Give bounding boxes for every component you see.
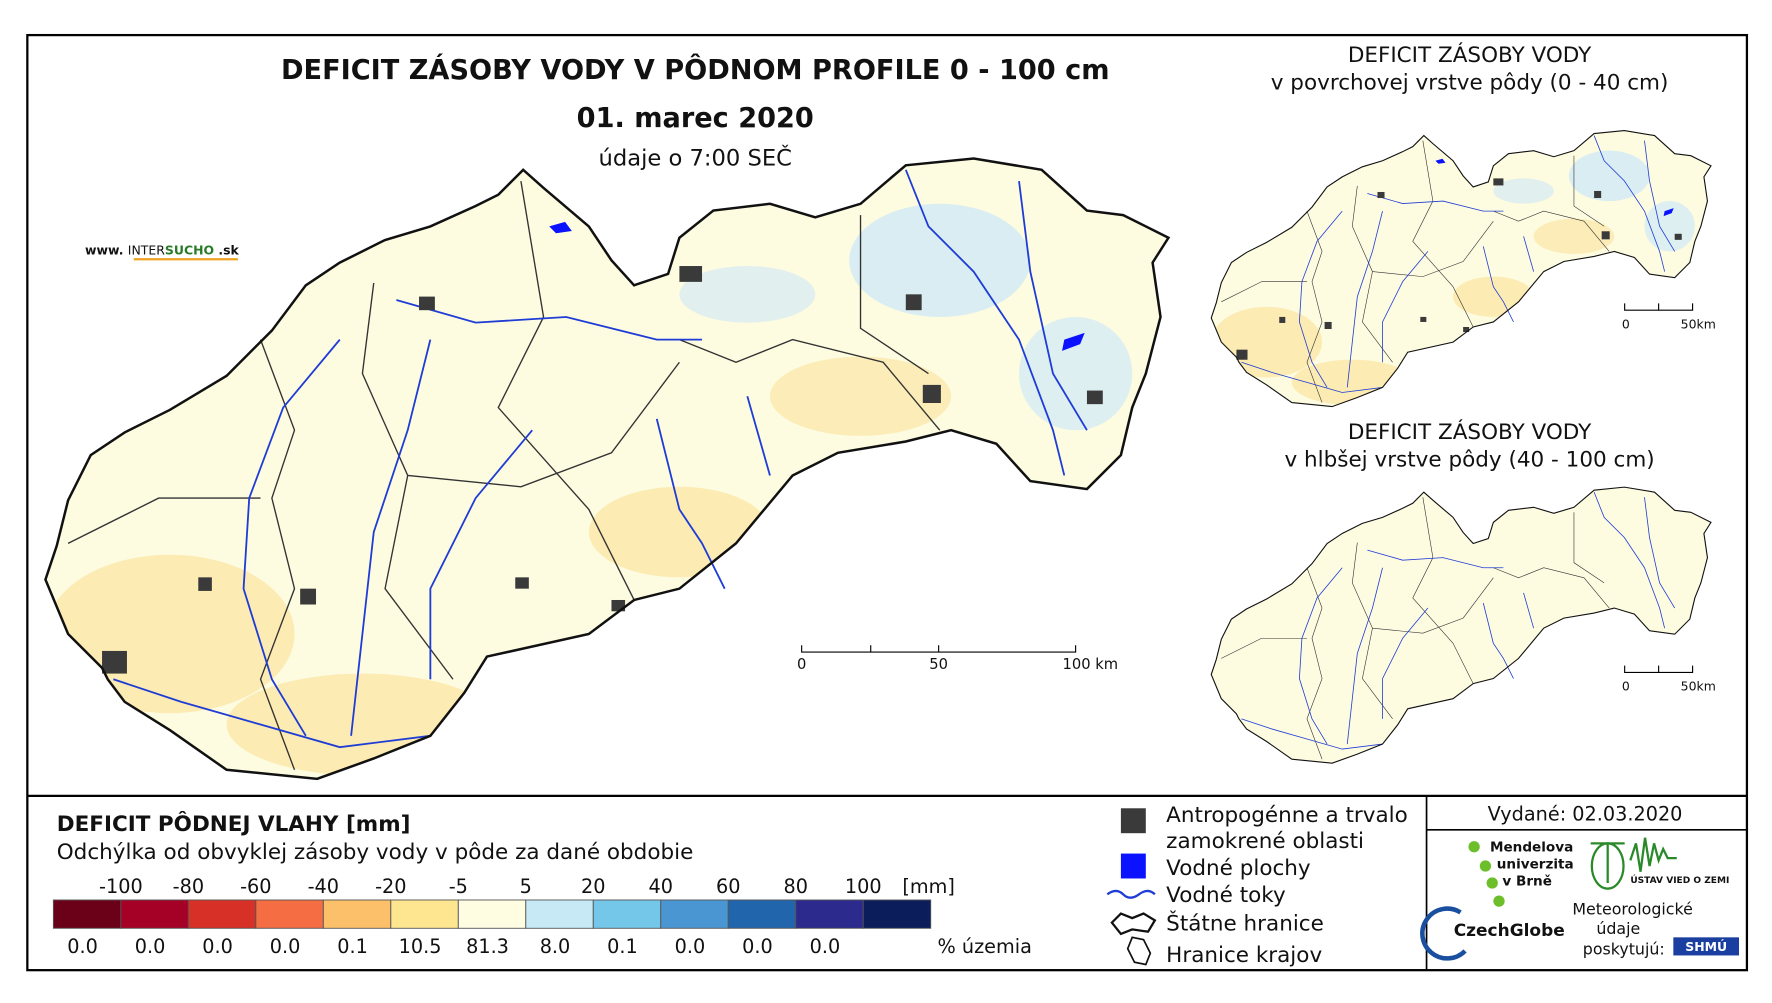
issued-date: Vydané: 02.03.2020 — [1488, 803, 1683, 826]
legend-unit: [mm] — [902, 875, 954, 898]
legend-title: DEFICIT PÔDNEJ VLAHY [mm] — [57, 811, 411, 837]
break-label: -5 — [449, 875, 468, 898]
logo-text: údaje — [1596, 919, 1640, 938]
logo-text: v Brně — [1502, 873, 1552, 889]
legend-label: zamokrené oblasti — [1166, 829, 1364, 854]
break-label: 100 — [845, 875, 882, 898]
legend-subtitle: Odchýlka od obvyklej zásoby vody v pôde … — [57, 840, 694, 865]
break-label: -60 — [240, 875, 271, 898]
legend-label: Štátne hranice — [1166, 911, 1324, 937]
logo-text: SHMÚ — [1685, 939, 1727, 954]
percent-value: 81.3 — [466, 935, 509, 958]
scale-label: 50km — [1681, 679, 1716, 694]
water-swatch — [1120, 853, 1146, 879]
river-swatch — [1106, 889, 1156, 899]
percent-value: 8.0 — [540, 935, 571, 958]
color-bin — [660, 899, 729, 929]
map-subtitle: údaje o 7:00 SEČ — [599, 143, 792, 171]
scale-bar-line — [801, 645, 1077, 653]
color-bin — [592, 899, 662, 929]
logo-text: Meteorologické — [1572, 900, 1692, 919]
color-bin — [862, 899, 932, 929]
mendel-dots — [1468, 841, 1505, 907]
shmu-logo — [1673, 937, 1740, 956]
percent-value: 0.0 — [135, 935, 166, 958]
break-label: -80 — [173, 875, 204, 898]
institute-logo — [1590, 842, 1625, 890]
scale-label: 0 — [797, 656, 806, 673]
color-bin — [727, 899, 797, 929]
scale-label: 50 — [929, 656, 948, 673]
scale-bar-line — [1624, 303, 1694, 311]
logo-text: CzechGlobe — [1454, 921, 1565, 941]
map-date: 01. marec 2020 — [577, 103, 814, 134]
color-bin — [525, 899, 594, 929]
legend-label: Vodné toky — [1166, 883, 1286, 908]
inset-title: DEFICIT ZÁSOBY VODY — [1348, 42, 1592, 68]
percent-value: 0.0 — [742, 935, 773, 958]
percent-value: 0.0 — [810, 935, 841, 958]
percent-value: 0.0 — [67, 935, 98, 958]
break-label: -20 — [375, 875, 406, 898]
legend-label: Hranice krajov — [1166, 943, 1322, 968]
percent-value: 0.1 — [337, 935, 368, 958]
website-suffix: .sk — [218, 243, 239, 258]
color-bin — [322, 899, 392, 929]
website: www. INTERSUCHO .sk — [85, 243, 239, 258]
break-label: 20 — [581, 875, 605, 898]
percent-value: 0.0 — [675, 935, 706, 958]
percent-value: 10.5 — [399, 935, 442, 958]
scale-label: 100 km — [1063, 656, 1119, 673]
scale-label: 0 — [1622, 316, 1630, 331]
anthropogenic-swatch — [1120, 808, 1146, 834]
inset-subtitle: v povrchovej vrstve pôdy (0 - 40 cm) — [1271, 70, 1669, 95]
break-label: 80 — [783, 875, 807, 898]
legend-label: Antropogénne a trvalo — [1166, 803, 1408, 828]
color-bin — [457, 899, 527, 929]
colorbar: -100 -80 -60 -40 -20 -5 5 20 40 60 80 100 0.0 0.0 0.0 0… — [52, 875, 932, 958]
color-bin — [255, 899, 324, 929]
website-brand: SUCHO — [165, 243, 214, 258]
percent-value: 0.1 — [607, 935, 638, 958]
percent-label: % územia — [938, 935, 1032, 958]
legend-label: Vodné plochy — [1166, 856, 1311, 881]
inset-subtitle: v hlbšej vrstve pôdy (40 - 100 cm) — [1284, 447, 1654, 472]
region-swatch — [1126, 936, 1152, 966]
break-label: 40 — [649, 875, 673, 898]
color-bin — [187, 899, 257, 929]
color-bin — [120, 899, 189, 929]
website-brand: INTER — [128, 243, 165, 258]
logo-text: ÚSTAV VIED O ZEMI — [1630, 874, 1729, 886]
map-title: DEFICIT ZÁSOBY VODY V PÔDNOM PROFILE 0 -… — [281, 54, 1110, 86]
break-label: 5 — [520, 875, 532, 898]
color-bin — [795, 899, 864, 929]
czechglobe-logo — [1420, 906, 1467, 961]
scale-bar-line — [1624, 665, 1694, 674]
break-label: -100 — [99, 875, 143, 898]
logo-text: poskytujú: — [1583, 939, 1665, 958]
break-label: -40 — [308, 875, 339, 898]
color-bin — [52, 899, 122, 929]
scale-label: 50km — [1681, 316, 1716, 331]
color-bin — [390, 899, 459, 929]
website-prefix: www. — [85, 243, 123, 258]
scale-bar — [801, 645, 1077, 653]
border-swatch — [1110, 912, 1157, 936]
percent-value: 0.0 — [270, 935, 301, 958]
scale-label: 0 — [1622, 679, 1630, 694]
break-label: 60 — [716, 875, 740, 898]
logo-text: Mendelova — [1490, 839, 1573, 855]
inset-title: DEFICIT ZÁSOBY VODY — [1348, 419, 1592, 445]
percent-value: 0.0 — [202, 935, 233, 958]
logo-text: univerzita — [1497, 856, 1574, 872]
